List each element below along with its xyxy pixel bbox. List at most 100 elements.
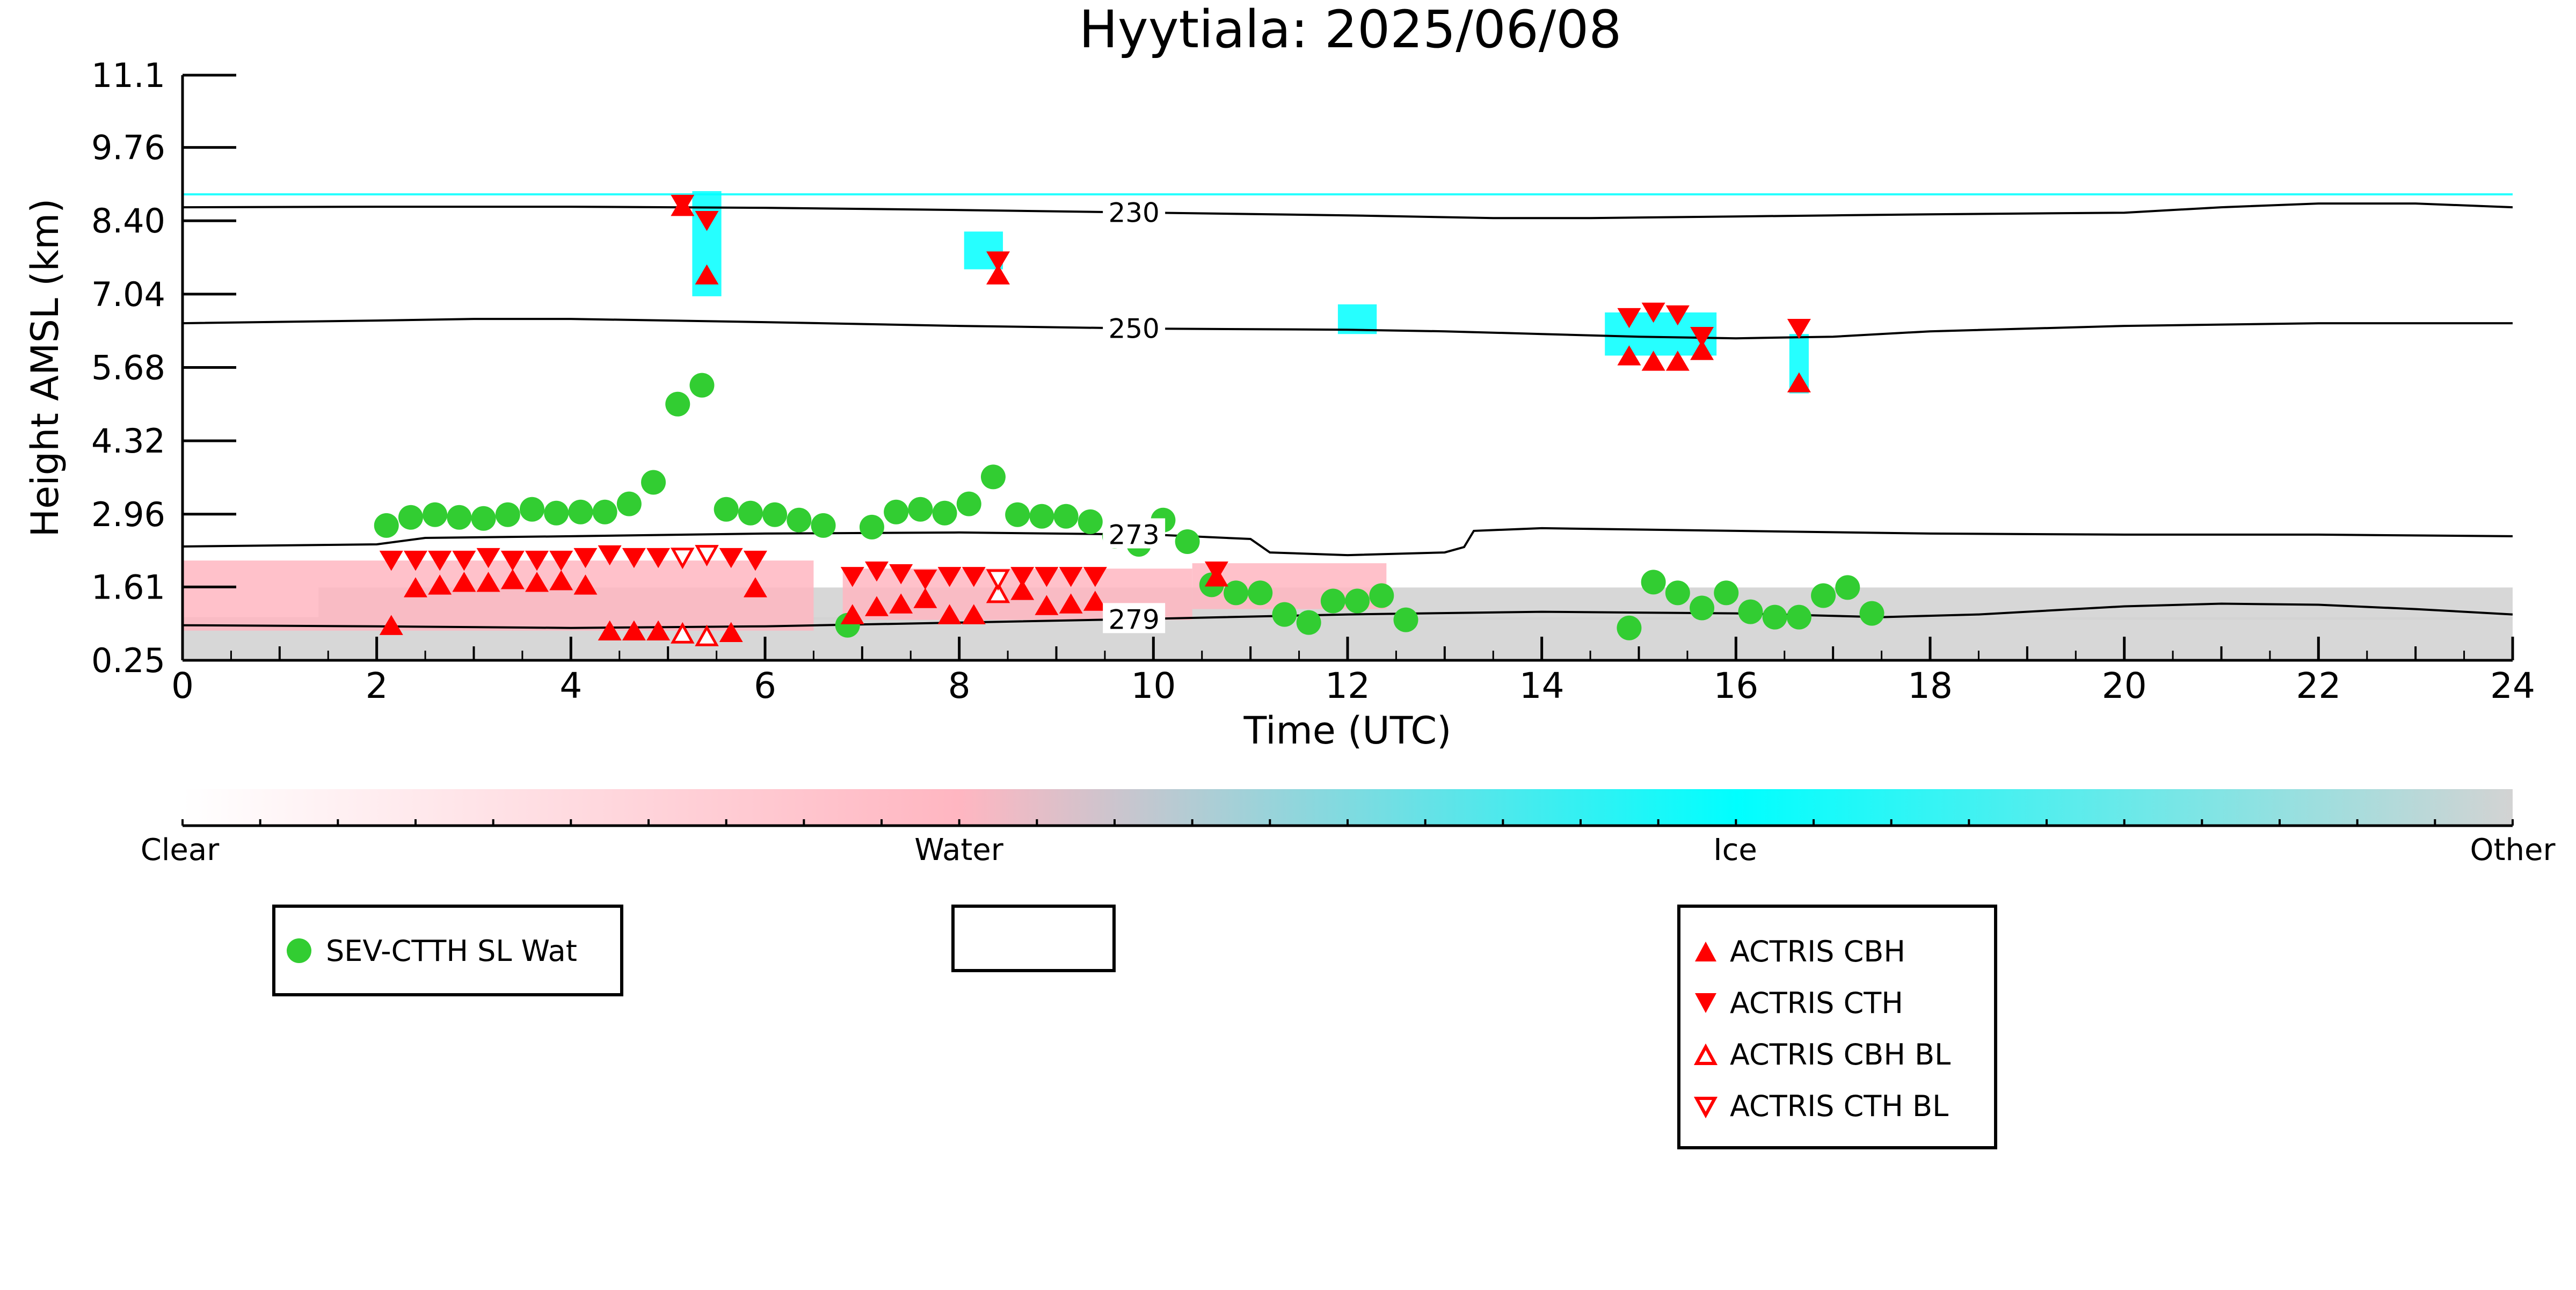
marker-actris-cth [937, 567, 962, 587]
legend-sev: SEV-CTTH SL Wat [272, 905, 623, 996]
chart-title: Hyytiala: 2025/06/08 [1079, 0, 1622, 60]
x-tick-label: 24 [2490, 665, 2535, 706]
point-sev-ctth-sl-wat [398, 505, 423, 530]
isotherm-label-bg [1103, 196, 1166, 227]
point-sev-ctth-sl-wat [811, 513, 836, 538]
x-tick-label: 18 [1908, 665, 1953, 706]
marker-actris-cth [452, 550, 476, 571]
point-sev-ctth-sl-wat [1641, 570, 1666, 595]
y-tick-label: 9.76 [91, 128, 165, 167]
point-sev-ctth-sl-wat [1393, 607, 1418, 632]
marker-actris-cbh [743, 577, 767, 597]
point-sev-ctth-sl-wat [665, 391, 690, 417]
marker-actris-cth [379, 550, 403, 571]
legend-actris-cbh-marker [1695, 942, 1716, 961]
point-sev-ctth-sl-wat [1714, 580, 1739, 606]
point-sev-ctth-sl-wat [641, 470, 666, 495]
legend-actris-cbh-bl-label: ACTRIS CBH BL [1730, 1038, 1951, 1072]
point-sev-ctth-sl-wat [568, 499, 593, 524]
isotherm-250 [183, 318, 2513, 340]
point-sev-ctth-sl-wat [1369, 583, 1394, 608]
point-sev-ctth-sl-wat [1665, 580, 1690, 606]
marker-actris-cbh [379, 615, 403, 635]
marker-actris-cbh [986, 264, 1010, 285]
x-tick-label: 4 [559, 665, 582, 706]
marker-layer [374, 194, 1884, 646]
marker-actris-cth [840, 567, 864, 587]
marker-actris-cbh [500, 569, 525, 589]
point-sev-ctth-sl-wat [1224, 580, 1249, 606]
point-sev-ctth-sl-wat [1811, 583, 1836, 608]
y-tick-label: 1.61 [91, 567, 165, 607]
x-tick-label: 22 [2296, 665, 2341, 706]
marker-actris-cth [1787, 318, 1811, 339]
legend-actris-cbh-label: ACTRIS CBH [1730, 935, 1905, 968]
legend-actris-cth-bl-label: ACTRIS CTH BL [1730, 1089, 1948, 1123]
marker-actris-cth [986, 251, 1010, 272]
marker-actris-cbh [937, 604, 962, 624]
colorbar-label-water: Water [914, 833, 1004, 868]
marker-actris-cbh [1641, 351, 1665, 371]
marker-actris-cbh [1083, 591, 1107, 611]
point-sev-ctth-sl-wat [932, 500, 957, 526]
point-sev-ctth-sl-wat [738, 500, 763, 526]
point-sev-ctth-sl-wat [423, 502, 448, 527]
marker-actris-cth [428, 550, 452, 571]
marker-actris-cbh [1059, 593, 1083, 614]
point-sev-ctth-sl-wat [1690, 595, 1715, 621]
marker-actris-cth [1059, 567, 1083, 587]
x-tick-label: 2 [366, 665, 388, 706]
x-tick-label: 0 [171, 665, 194, 706]
x-tick-label: 14 [1519, 665, 1564, 706]
marker-actris-cth [719, 548, 743, 569]
point-sev-ctth-sl-wat [1029, 504, 1054, 529]
point-sev-ctth-sl-wat [1617, 615, 1642, 640]
legend-actris-cth-marker [1695, 993, 1716, 1013]
marker-actris-cbh [913, 588, 937, 608]
point-sev-ctth-sl-wat [787, 507, 812, 533]
x-tick-label: 8 [948, 665, 971, 706]
x-tick-label: 20 [2102, 665, 2147, 706]
y-axis-label: Height AMSL (km) [23, 199, 67, 537]
point-sev-ctth-sl-wat [956, 491, 981, 516]
isotherm-label-279: 279 [1108, 604, 1159, 635]
marker-actris-cbh [476, 572, 500, 592]
y-tick-label: 7.04 [91, 275, 165, 314]
marker-actris-cbh [1665, 351, 1690, 371]
x-tick-label: 16 [1713, 665, 1758, 706]
x-tick-label: 6 [754, 665, 776, 706]
point-sev-ctth-sl-wat [859, 514, 884, 540]
marker-actris-cbh [1787, 372, 1811, 392]
point-sev-ctth-sl-wat [1175, 529, 1200, 554]
legend-empty-frame [951, 905, 1116, 972]
point-sev-ctth-sl-wat [520, 497, 544, 522]
marker-actris-cbh [695, 264, 719, 285]
legend-actris-cth-label: ACTRIS CTH [1730, 986, 1903, 1020]
point-sev-ctth-sl-wat [544, 500, 569, 526]
marker-actris-cbh [1010, 580, 1035, 600]
point-sev-ctth-sl-wat [884, 499, 909, 524]
x-tick-label: 10 [1131, 665, 1176, 706]
y-tick-label: 11.1 [91, 56, 165, 95]
marker-actris-cbh [598, 620, 622, 640]
marker-actris-cth [1010, 567, 1035, 587]
marker-actris-cth [573, 548, 598, 569]
marker-actris-cbh [840, 604, 864, 624]
marker-actris-cbh [889, 593, 913, 614]
point-sev-ctth-sl-wat [471, 506, 496, 531]
marker-actris-cbh [549, 570, 573, 591]
colorbar-label-ice: Ice [1713, 833, 1757, 868]
marker-actris-cth [695, 211, 719, 231]
isotherm-label-230: 230 [1108, 198, 1159, 229]
y-tick-label: 0.25 [91, 641, 165, 680]
legend-actris-cth-bl-marker [1693, 1097, 1718, 1119]
isotherm-273 [183, 527, 2513, 557]
x-axis-label: Time (UTC) [1243, 709, 1452, 753]
point-sev-ctth-sl-wat [374, 513, 399, 538]
marker-actris-cth [743, 550, 767, 571]
legend-sev-marker [287, 938, 311, 963]
marker-actris-cbh [428, 574, 452, 595]
